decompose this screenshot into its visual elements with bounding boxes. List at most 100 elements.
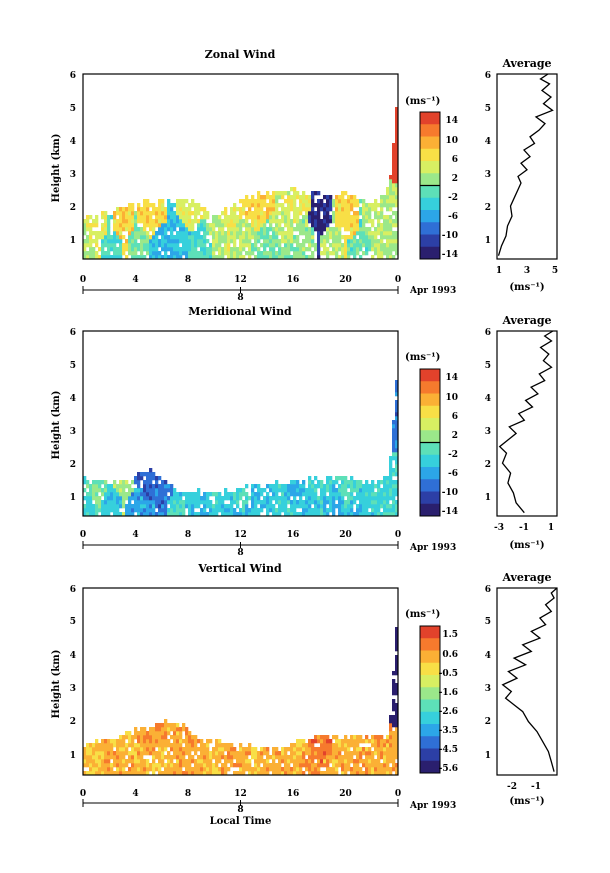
heatmap-cell — [215, 215, 219, 220]
heatmap-cell — [230, 751, 234, 756]
heatmap-cell — [224, 247, 228, 252]
heatmap-cell — [395, 432, 398, 437]
colorbar-swatch — [420, 173, 440, 186]
heatmap-cell — [224, 219, 228, 224]
heatmap-cell — [392, 691, 396, 696]
heatmap-cell — [308, 199, 312, 204]
average-plot-zonal: Average 1 3 5 1 2 3 4 5 6 (ms⁻¹) — [485, 57, 558, 293]
heatmap-cell — [137, 771, 141, 775]
heatmap-cell — [341, 243, 345, 248]
heatmap-cell — [245, 223, 249, 228]
heatmap-cell — [377, 763, 381, 768]
heatmap-cell — [146, 759, 150, 764]
heatmap-cell — [395, 191, 398, 196]
heatmap-cell — [140, 500, 144, 505]
heatmap-cell — [137, 247, 141, 252]
heatmap-cell — [329, 227, 333, 232]
heatmap-cell — [386, 207, 390, 212]
heatmap-cell — [284, 508, 288, 513]
heatmap-cell — [305, 235, 309, 240]
heatmap-cell — [308, 215, 312, 220]
heatmap-cell — [389, 203, 393, 208]
heatmap-cell — [239, 747, 243, 752]
heatmap-cell — [353, 771, 357, 775]
heatmap-cell — [344, 476, 348, 481]
heatmap-cell — [158, 215, 162, 220]
heatmap-cell — [335, 735, 339, 740]
heatmap-cell — [152, 231, 156, 236]
heatmap-cell — [311, 771, 315, 775]
heatmap-cell — [152, 488, 156, 493]
heatmap-cell — [302, 195, 306, 200]
heatmap-cell — [380, 195, 384, 200]
heatmap-cell — [188, 504, 192, 509]
heatmap-cell — [269, 767, 273, 772]
heatmap-cell — [182, 211, 186, 216]
heatmap-cell — [362, 504, 366, 509]
heatmap-cell — [275, 211, 279, 216]
heatmap-cell — [389, 247, 393, 252]
heatmap-cell — [281, 504, 285, 509]
heatmap-cell — [347, 227, 351, 232]
heatmap-cell — [281, 215, 285, 220]
heatmap-cell — [377, 219, 381, 224]
heatmap-cell — [191, 492, 195, 497]
heatmap-cell — [185, 251, 189, 256]
heatmap-cell — [305, 211, 309, 216]
heatmap-cell — [344, 767, 348, 772]
heatmap-cell — [302, 219, 306, 224]
heatmap-cell — [203, 759, 207, 764]
heatmap-cell — [89, 747, 93, 752]
heatmap-cell — [257, 191, 261, 196]
heatmap-cell — [251, 508, 255, 513]
heatmap-cell — [281, 767, 285, 772]
heatmap-cell — [143, 731, 147, 736]
heatmap-cell — [287, 243, 291, 248]
heatmap-cell — [233, 755, 237, 760]
heatmap-cell — [323, 227, 327, 232]
heatmap-cell — [305, 492, 309, 497]
heatmap-cell — [101, 488, 105, 493]
heatmap-cell — [116, 239, 120, 244]
heatmap-cell — [365, 739, 369, 744]
heatmap-cell — [395, 231, 398, 236]
heatmap-cell — [332, 480, 336, 485]
heatmap-cell — [281, 239, 285, 244]
heatmap-cell — [239, 211, 243, 216]
heatmap-cell — [161, 763, 165, 768]
colorbar-swatch — [420, 246, 440, 260]
heatmap-cell — [200, 739, 204, 744]
heatmap-cell — [293, 239, 297, 244]
heatmap-cell — [140, 215, 144, 220]
heatmap-cell — [248, 227, 252, 232]
heatmap-cell — [161, 755, 165, 760]
average-profile-line — [501, 587, 558, 772]
heatmap-cell — [155, 476, 159, 481]
heatmap-cell — [380, 239, 384, 244]
heatmap-cell — [353, 767, 357, 772]
heatmap-cell — [386, 235, 390, 240]
plot-frame — [82, 73, 399, 260]
heatmap-cell — [278, 484, 282, 489]
heatmap-cell — [332, 504, 336, 509]
heatmap-cell — [119, 235, 123, 240]
heatmap-cell — [365, 480, 369, 485]
heatmap-cell — [272, 239, 276, 244]
heatmap-cell — [125, 255, 129, 259]
heatmap-cell — [296, 492, 300, 497]
heatmap-cell — [251, 504, 255, 509]
heatmap-cell — [212, 747, 216, 752]
heatmap-cell — [257, 255, 261, 259]
heatmap-cell — [281, 255, 285, 259]
heatmap-cell — [380, 771, 384, 775]
heatmap-cell — [200, 223, 204, 228]
heatmap-cell — [380, 767, 384, 772]
heatmap-cell — [233, 219, 237, 224]
heatmap-cell — [254, 492, 258, 497]
heatmap-cell — [98, 235, 102, 240]
heatmap-cell — [395, 639, 398, 644]
heatmap-cell — [299, 512, 303, 516]
heatmap-cell — [395, 127, 398, 132]
heatmap-cell — [197, 771, 201, 775]
heatmap-cell — [395, 235, 398, 240]
